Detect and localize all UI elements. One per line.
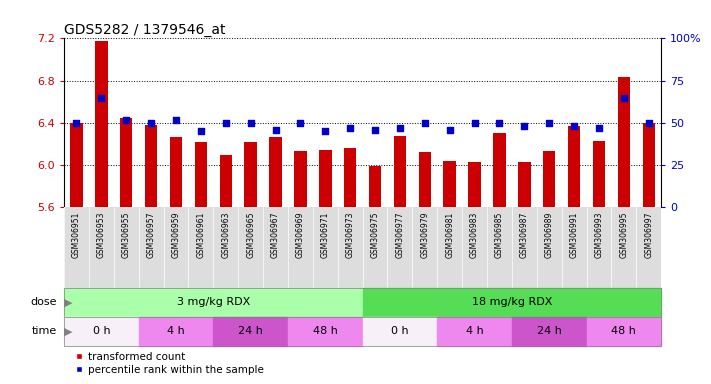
Bar [95,41,107,207]
Bar [195,142,207,207]
Bar [512,317,587,346]
Bar [245,142,257,207]
Point [245,120,256,126]
Text: GSM306963: GSM306963 [221,211,230,258]
Bar [593,141,605,207]
Text: GSM306989: GSM306989 [545,211,554,258]
Text: 48 h: 48 h [611,326,636,336]
Bar [363,317,437,346]
Bar [493,134,506,207]
Text: GSM306991: GSM306991 [570,211,579,258]
Bar [319,151,331,207]
Point [70,120,82,126]
Bar [139,317,213,346]
Text: 24 h: 24 h [537,326,562,336]
Text: GSM306983: GSM306983 [470,211,479,258]
Text: GSM306977: GSM306977 [395,211,405,258]
Point [170,116,181,122]
Text: GSM306951: GSM306951 [72,211,81,258]
Point [444,127,455,133]
Bar [145,125,157,207]
Bar [344,148,356,207]
Point [294,120,306,126]
Bar [437,317,512,346]
Point [618,94,630,101]
Point [195,128,206,134]
Bar [518,162,530,207]
Text: GSM306953: GSM306953 [97,211,106,258]
Bar [369,166,381,207]
Text: GSM306981: GSM306981 [445,211,454,258]
Text: GSM306997: GSM306997 [644,211,653,258]
Point [220,120,232,126]
Bar [64,288,363,317]
Point [344,125,356,131]
Text: 48 h: 48 h [313,326,338,336]
Bar [64,317,139,346]
Text: GSM306975: GSM306975 [370,211,380,258]
Bar [643,123,655,207]
Text: GSM306955: GSM306955 [122,211,131,258]
Bar [618,78,630,207]
Point [469,120,481,126]
Text: GSM306965: GSM306965 [246,211,255,258]
Point [493,120,505,126]
Bar [288,317,363,346]
Point [543,120,555,126]
Text: GSM306967: GSM306967 [271,211,280,258]
Text: GSM306985: GSM306985 [495,211,504,258]
Point [145,120,156,126]
Text: GSM306961: GSM306961 [196,211,205,258]
Text: GSM306979: GSM306979 [420,211,429,258]
Text: GSM306959: GSM306959 [171,211,181,258]
Bar [170,137,182,207]
Text: GSM306995: GSM306995 [619,211,629,258]
Text: 18 mg/kg RDX: 18 mg/kg RDX [471,297,552,308]
Text: GSM306993: GSM306993 [594,211,604,258]
Bar [394,136,406,207]
Bar [269,137,282,207]
Bar [587,317,661,346]
Point [593,125,604,131]
Text: GSM306971: GSM306971 [321,211,330,258]
Bar [294,151,306,207]
Bar [419,152,431,207]
Point [643,120,654,126]
Text: dose: dose [31,297,57,308]
Text: 24 h: 24 h [238,326,263,336]
Point [270,127,282,133]
Bar [444,161,456,207]
Bar [70,123,82,207]
Text: 0 h: 0 h [391,326,409,336]
Legend: transformed count, percentile rank within the sample: transformed count, percentile rank withi… [69,348,268,379]
Text: time: time [31,326,57,336]
Point [518,123,530,129]
Bar [220,155,232,207]
Text: GSM306987: GSM306987 [520,211,529,258]
Bar [213,317,288,346]
Point [394,125,405,131]
Text: GSM306957: GSM306957 [146,211,156,258]
Point [319,128,331,134]
Text: GDS5282 / 1379546_at: GDS5282 / 1379546_at [64,23,225,37]
Point [95,94,107,101]
Bar [469,162,481,207]
Text: GSM306969: GSM306969 [296,211,305,258]
Text: GSM306973: GSM306973 [346,211,355,258]
Text: 4 h: 4 h [466,326,483,336]
Text: 4 h: 4 h [167,326,185,336]
Text: 3 mg/kg RDX: 3 mg/kg RDX [176,297,250,308]
Bar [568,126,580,207]
Text: ▶: ▶ [64,326,73,336]
Text: 0 h: 0 h [92,326,110,336]
Point [568,123,579,129]
Point [120,116,132,122]
Bar [363,288,661,317]
Text: ▶: ▶ [64,297,73,308]
Bar [120,118,132,207]
Bar [543,151,555,207]
Point [370,127,381,133]
Point [419,120,431,126]
